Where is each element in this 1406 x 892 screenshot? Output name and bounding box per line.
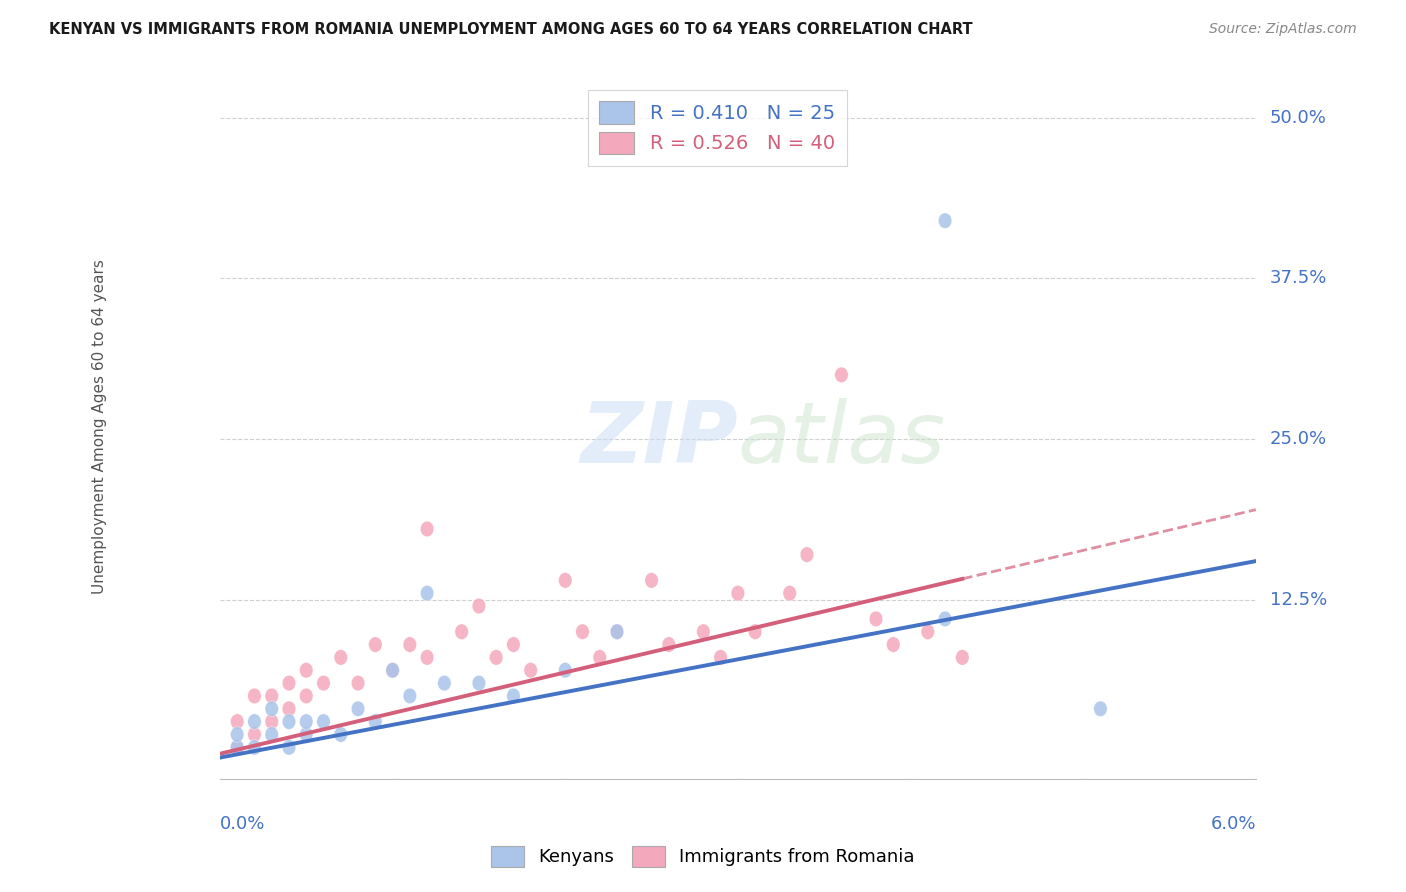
Ellipse shape [247,739,262,756]
Ellipse shape [938,611,952,627]
Ellipse shape [335,649,347,665]
Text: Unemployment Among Ages 60 to 64 years: Unemployment Among Ages 60 to 64 years [91,259,107,594]
Ellipse shape [283,675,295,691]
Ellipse shape [247,688,262,704]
Ellipse shape [610,624,624,640]
Ellipse shape [283,701,295,716]
Ellipse shape [299,714,314,730]
Ellipse shape [335,727,347,742]
Legend: Kenyans, Immigrants from Romania: Kenyans, Immigrants from Romania [484,838,922,874]
Ellipse shape [576,624,589,640]
Text: Source: ZipAtlas.com: Source: ZipAtlas.com [1209,22,1357,37]
Ellipse shape [231,739,243,756]
Ellipse shape [558,573,572,588]
Ellipse shape [231,714,243,730]
Ellipse shape [385,663,399,678]
Text: 25.0%: 25.0% [1270,430,1327,448]
Ellipse shape [1094,701,1107,716]
Text: 50.0%: 50.0% [1270,109,1326,127]
Ellipse shape [748,624,762,640]
Ellipse shape [404,688,416,704]
Text: 0.0%: 0.0% [219,815,266,833]
Text: 6.0%: 6.0% [1211,815,1256,833]
Ellipse shape [352,675,364,691]
Ellipse shape [316,675,330,691]
Ellipse shape [472,675,485,691]
Ellipse shape [283,714,295,730]
Ellipse shape [420,585,434,601]
Ellipse shape [231,739,243,756]
Ellipse shape [385,663,399,678]
Legend: R = 0.410   N = 25, R = 0.526   N = 40: R = 0.410 N = 25, R = 0.526 N = 40 [588,90,846,166]
Ellipse shape [506,637,520,652]
Ellipse shape [800,547,814,563]
Ellipse shape [368,714,382,730]
Ellipse shape [247,714,262,730]
Ellipse shape [264,688,278,704]
Ellipse shape [472,599,485,614]
Ellipse shape [264,727,278,742]
Text: 12.5%: 12.5% [1270,591,1327,608]
Ellipse shape [299,727,314,742]
Ellipse shape [506,688,520,704]
Ellipse shape [662,637,675,652]
Text: atlas: atlas [738,398,946,481]
Ellipse shape [368,637,382,652]
Ellipse shape [437,675,451,691]
Text: 37.5%: 37.5% [1270,269,1327,287]
Ellipse shape [231,727,243,742]
Ellipse shape [645,573,658,588]
Ellipse shape [558,663,572,678]
Ellipse shape [264,714,278,730]
Ellipse shape [420,521,434,537]
Ellipse shape [352,701,364,716]
Ellipse shape [783,585,796,601]
Text: ZIP: ZIP [581,398,738,481]
Ellipse shape [404,637,416,652]
Ellipse shape [489,649,503,665]
Ellipse shape [264,701,278,716]
Ellipse shape [696,624,710,640]
Ellipse shape [921,624,935,640]
Ellipse shape [593,649,606,665]
Ellipse shape [835,367,848,383]
Ellipse shape [247,727,262,742]
Ellipse shape [316,714,330,730]
Ellipse shape [956,649,969,665]
Ellipse shape [731,585,745,601]
Text: KENYAN VS IMMIGRANTS FROM ROMANIA UNEMPLOYMENT AMONG AGES 60 TO 64 YEARS CORRELA: KENYAN VS IMMIGRANTS FROM ROMANIA UNEMPL… [49,22,973,37]
Ellipse shape [524,663,537,678]
Ellipse shape [456,624,468,640]
Ellipse shape [420,649,434,665]
Ellipse shape [283,739,295,756]
Ellipse shape [887,637,900,652]
Ellipse shape [714,649,727,665]
Ellipse shape [299,663,314,678]
Ellipse shape [299,688,314,704]
Ellipse shape [869,611,883,627]
Ellipse shape [938,213,952,228]
Ellipse shape [610,624,624,640]
